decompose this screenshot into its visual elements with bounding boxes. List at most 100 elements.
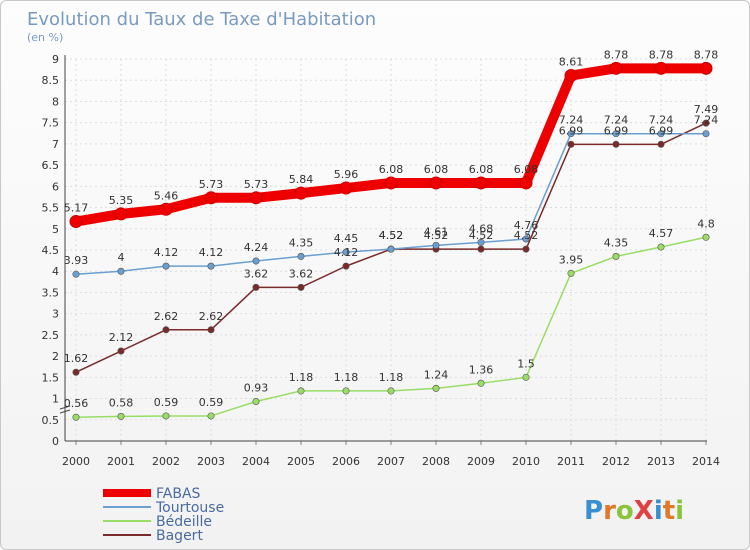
y-tick-label: 6.5 bbox=[42, 159, 60, 172]
data-point bbox=[297, 252, 305, 260]
data-label: 4.24 bbox=[244, 241, 269, 254]
data-label: 6.08 bbox=[379, 163, 404, 176]
data-point bbox=[162, 412, 170, 420]
data-point bbox=[342, 387, 350, 395]
x-tick-label: 2004 bbox=[242, 455, 270, 468]
data-label: 1.18 bbox=[334, 371, 359, 384]
y-tick-label: 1.5 bbox=[42, 371, 60, 384]
data-label: 4 bbox=[118, 251, 125, 264]
data-label: 1.24 bbox=[424, 368, 449, 381]
data-label: 4.52 bbox=[379, 229, 404, 242]
x-tick-label: 2011 bbox=[557, 455, 585, 468]
data-point bbox=[612, 140, 620, 148]
data-label: 8.78 bbox=[604, 48, 629, 61]
data-label: 2.62 bbox=[199, 310, 224, 323]
data-point bbox=[387, 387, 395, 395]
data-label: 5.17 bbox=[64, 202, 89, 215]
axis-break-mark bbox=[59, 405, 71, 414]
data-point bbox=[252, 257, 260, 265]
data-label: 4.12 bbox=[199, 246, 224, 259]
y-tick-label: 7.5 bbox=[42, 117, 60, 130]
y-tick-label: 8.5 bbox=[42, 74, 60, 87]
y-tick-label: 0.5 bbox=[42, 414, 60, 427]
data-label: 3.93 bbox=[64, 254, 89, 267]
data-point bbox=[72, 413, 80, 421]
data-point bbox=[564, 69, 578, 83]
data-label: 4.57 bbox=[649, 227, 674, 240]
data-label: 4.35 bbox=[289, 236, 314, 249]
y-tick-label: 8 bbox=[52, 95, 59, 108]
data-point bbox=[117, 347, 125, 355]
x-tick-label: 2006 bbox=[332, 455, 360, 468]
data-point bbox=[204, 191, 218, 205]
y-tick-label: 4.5 bbox=[42, 244, 60, 257]
legend-label: Tourtouse bbox=[155, 500, 224, 516]
x-tick-label: 2001 bbox=[107, 455, 135, 468]
data-label: 6.99 bbox=[559, 124, 584, 137]
data-label: 0.59 bbox=[154, 396, 179, 409]
data-point bbox=[657, 130, 665, 138]
y-tick-label: 3.5 bbox=[42, 286, 60, 299]
y-tick-label: 5.5 bbox=[42, 202, 60, 215]
x-tick-label: 2007 bbox=[377, 455, 405, 468]
data-point bbox=[612, 130, 620, 138]
data-point bbox=[117, 267, 125, 275]
data-label: 7.24 bbox=[649, 114, 674, 127]
x-tick-label: 2003 bbox=[197, 455, 225, 468]
data-point bbox=[432, 241, 440, 249]
data-label: 0.93 bbox=[244, 382, 269, 395]
data-label: 4.52 bbox=[514, 229, 539, 242]
data-labels: 5.17 5.35 5.46 5.73 5.73 5.84 5.96 6.08 6.08 6.08… bbox=[64, 48, 719, 410]
data-point bbox=[519, 176, 533, 190]
data-label: 5.73 bbox=[199, 178, 224, 191]
proxiti-logo: ProXiti bbox=[584, 496, 684, 526]
data-label: 3.62 bbox=[289, 267, 314, 280]
data-point bbox=[207, 262, 215, 270]
data-point bbox=[474, 176, 488, 190]
y-tick-label: 2 bbox=[52, 350, 59, 363]
data-point bbox=[567, 140, 575, 148]
y-tick-label: 4 bbox=[52, 265, 59, 278]
data-label: 2.62 bbox=[154, 310, 179, 323]
data-point bbox=[249, 191, 263, 205]
data-label: 4.45 bbox=[334, 232, 359, 245]
legend-label: Bédeille bbox=[156, 514, 212, 530]
logo-text: ProXiti bbox=[584, 496, 684, 526]
data-label: 6.99 bbox=[604, 124, 629, 137]
data-label: 6.08 bbox=[514, 163, 539, 176]
chart-subtitle: (en %) bbox=[27, 31, 63, 44]
y-tick-label: 5 bbox=[52, 223, 59, 236]
data-point bbox=[657, 243, 665, 251]
data-label: 4.35 bbox=[604, 236, 629, 249]
data-point bbox=[699, 61, 713, 75]
data-label: 4.61 bbox=[424, 225, 449, 238]
x-tick-label: 2002 bbox=[152, 455, 180, 468]
data-point bbox=[657, 140, 665, 148]
data-label: 1.18 bbox=[289, 371, 314, 384]
data-label: 4.12 bbox=[154, 246, 179, 259]
data-label: 5.73 bbox=[244, 178, 269, 191]
data-point bbox=[702, 130, 710, 138]
data-label: 5.96 bbox=[334, 168, 359, 181]
x-tick-label: 2005 bbox=[287, 455, 315, 468]
data-label: 5.46 bbox=[154, 189, 179, 202]
data-label: 8.61 bbox=[559, 56, 584, 69]
data-label: 8.78 bbox=[694, 48, 719, 61]
data-label: 8.78 bbox=[649, 48, 674, 61]
data-point bbox=[72, 368, 80, 376]
data-label: 7.24 bbox=[604, 114, 629, 127]
data-point bbox=[342, 248, 350, 256]
data-point bbox=[69, 215, 83, 229]
legend-label: Bagert bbox=[156, 528, 203, 544]
y-tick-label: 7 bbox=[52, 138, 59, 151]
data-point bbox=[612, 252, 620, 260]
data-point bbox=[567, 269, 575, 277]
data-label: 2.12 bbox=[109, 331, 134, 344]
data-point bbox=[432, 384, 440, 392]
data-point bbox=[429, 176, 443, 190]
data-point bbox=[522, 245, 530, 253]
data-point bbox=[117, 412, 125, 420]
data-point bbox=[702, 233, 710, 241]
